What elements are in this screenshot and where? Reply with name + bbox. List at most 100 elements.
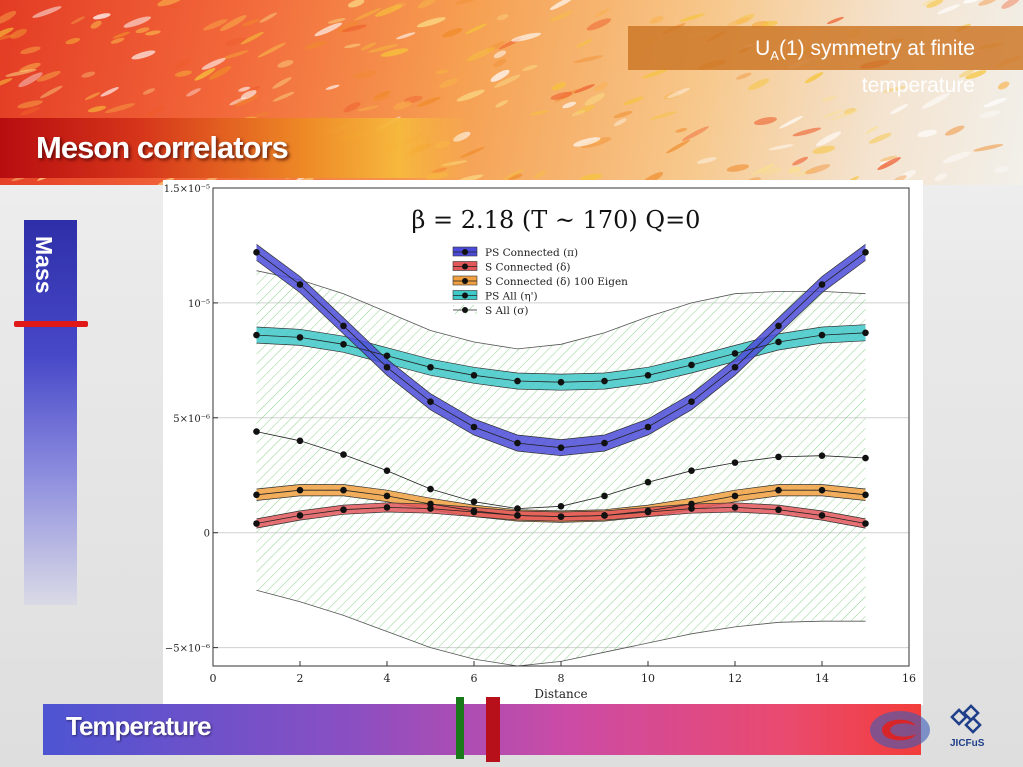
x-tick-label: 12	[728, 672, 742, 685]
data-point	[862, 249, 869, 256]
banner-streak	[203, 19, 228, 31]
banner-streak	[343, 102, 361, 113]
series-band-edge-0	[256, 260, 866, 457]
banner-streak	[240, 31, 264, 45]
banner-streak	[105, 103, 136, 114]
banner-streak	[958, 69, 975, 78]
banner-streak	[325, 84, 340, 90]
banner-streak	[594, 8, 611, 18]
banner-streak	[502, 169, 525, 181]
banner-streak	[455, 0, 478, 5]
banner-streak	[573, 55, 604, 63]
banner-streak	[357, 105, 379, 112]
banner-streak	[679, 13, 706, 22]
x-tick-label: 4	[384, 672, 391, 685]
banner-streak	[586, 18, 611, 31]
banner-streak	[347, 0, 365, 8]
banner-streak	[868, 132, 892, 144]
banner-streak	[681, 126, 709, 142]
chart-panel: 0 2 4 6 8 10 12 14 16 −5×10⁻⁶ 0 5×10⁻⁶ 10⁻⁵ 1.5×10⁻⁵ D…	[163, 180, 923, 705]
x-tick-label: 10	[641, 672, 655, 685]
banner-streak	[549, 0, 575, 10]
banner-streak	[792, 156, 809, 166]
banner-streak	[465, 23, 488, 35]
x-axis-label: Distance	[534, 687, 587, 701]
banner-streak	[272, 77, 292, 89]
x-tick-label: 6	[471, 672, 478, 685]
banner-streak	[917, 129, 937, 138]
banner-streak	[667, 87, 690, 99]
banner-streak	[87, 105, 106, 113]
data-point	[731, 459, 739, 466]
data-point	[470, 423, 478, 431]
banner-streak	[571, 109, 586, 117]
banner-streak	[0, 27, 14, 40]
banner-streak	[314, 22, 343, 37]
banner-streak	[393, 100, 412, 110]
banner-streak	[666, 139, 691, 154]
banner-streak	[40, 85, 63, 99]
banner-streak	[494, 74, 521, 88]
series-band-edge-1	[256, 511, 866, 529]
banner-streak	[20, 107, 41, 116]
correlator-chart: 0 2 4 6 8 10 12 14 16 −5×10⁻⁶ 0 5×10⁻⁶ 10⁻⁵ 1.5×10⁻⁵ D…	[164, 184, 916, 701]
legend-label: S Connected (δ) 100 Eigen	[485, 276, 628, 288]
y-tick-label: 5×10⁻⁶	[173, 414, 210, 425]
banner-streak	[821, 96, 837, 102]
banner-streak	[173, 58, 192, 70]
temperature-bar	[43, 704, 921, 755]
data-point	[383, 504, 391, 511]
banner-streak	[341, 24, 367, 33]
banner-streak	[926, 0, 944, 8]
data-point	[427, 500, 434, 508]
banner-streak	[222, 50, 249, 60]
banner-streak	[511, 32, 542, 42]
banner-streak	[396, 32, 416, 40]
banner-streak	[753, 117, 777, 126]
banner-streak	[242, 19, 260, 27]
banner-streak	[794, 168, 819, 177]
data-point	[253, 331, 260, 339]
banner-streak	[354, 8, 382, 21]
banner-streak	[144, 106, 166, 118]
banner-streak	[529, 110, 549, 116]
banner-streak	[157, 0, 185, 7]
banner-streak	[123, 16, 151, 28]
data-point	[862, 491, 869, 499]
banner-streak	[0, 78, 13, 89]
data-point	[427, 363, 434, 371]
data-point	[340, 506, 347, 514]
banner-streak	[327, 18, 346, 24]
banner-streak	[84, 92, 101, 100]
banner-streak	[736, 72, 752, 80]
banner-streak	[613, 111, 633, 119]
data-point	[775, 322, 782, 330]
data-point	[514, 439, 521, 447]
data-point	[775, 506, 782, 514]
data-point	[340, 340, 347, 348]
data-point	[818, 512, 826, 519]
mass-marker	[14, 321, 88, 327]
top-title-subscript: A	[770, 48, 779, 64]
legend-marker	[462, 307, 468, 313]
banner-streak	[696, 157, 717, 164]
data-point	[775, 338, 782, 346]
banner-streak	[748, 78, 770, 91]
data-point	[775, 453, 782, 461]
banner-streak	[613, 118, 627, 127]
banner-streak	[779, 115, 803, 129]
banner-streak	[577, 104, 595, 114]
x-tick-label: 0	[210, 672, 217, 685]
banner-streak	[18, 72, 43, 88]
banner-streak	[368, 44, 399, 53]
banner-streak	[0, 11, 17, 25]
banner-streak	[194, 67, 216, 81]
banner-streak	[17, 100, 43, 109]
banner-streak	[882, 86, 907, 93]
banner-streak	[360, 42, 377, 51]
banner-streak	[493, 58, 507, 67]
data-point	[818, 281, 826, 288]
banner-streak	[623, 96, 644, 105]
top-title-line2: temperature	[861, 74, 975, 98]
top-title: UA(1) symmetry at finite temperature	[755, 34, 975, 101]
